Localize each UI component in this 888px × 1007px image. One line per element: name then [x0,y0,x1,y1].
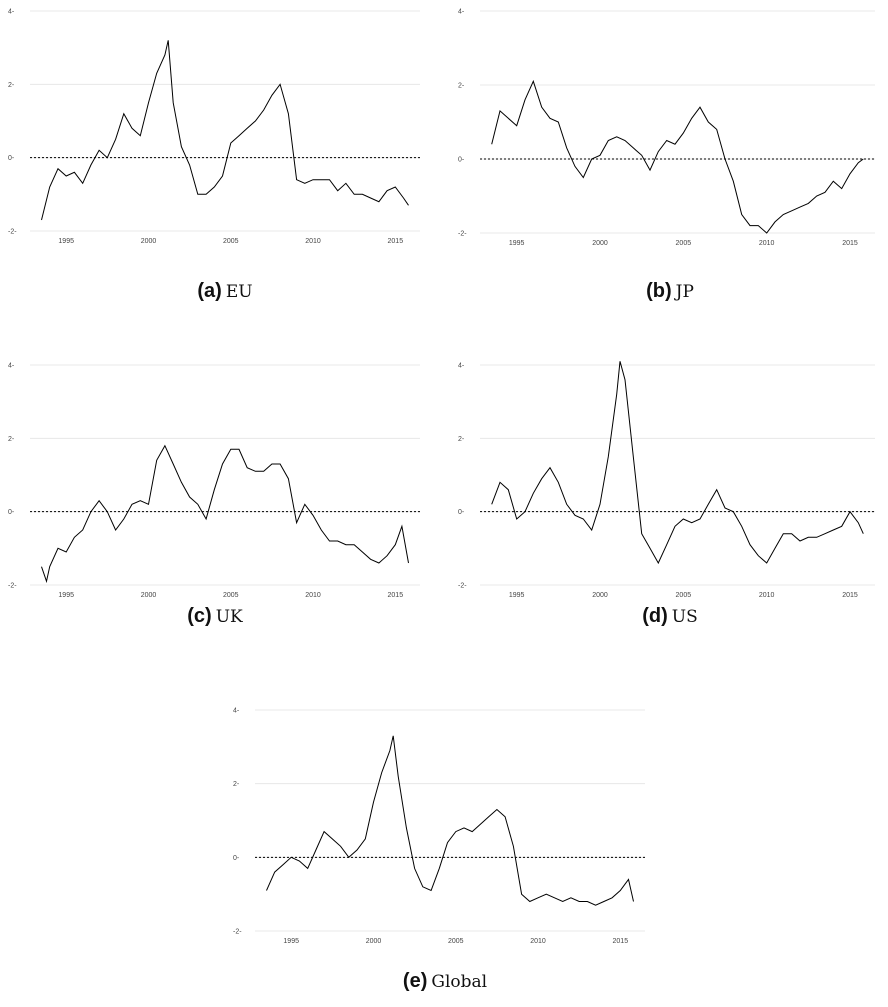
x-tick-label: 1995 [58,238,74,245]
caption-name: UK [215,607,243,627]
panel-eu: 4- 2- 0- -2- 1995 2000 2005 2010 2015 (a) EU [0,0,430,310]
series-line [266,735,634,906]
x-tick-label: 2010 [530,938,546,945]
y-tick-label: 0- [8,155,15,162]
panel-global: 4- 2- 0- -2- 1995 2000 2005 2010 2015 (e) Global [225,700,655,1007]
x-tick-label: 2000 [141,238,157,245]
x-tick-label: 2000 [592,240,608,247]
y-tick-label: 0- [8,509,15,516]
x-tick-label: 2015 [613,938,629,945]
x-tick-label: 2005 [223,238,239,245]
x-tick-label: 2015 [842,240,858,247]
x-tick-label: 1995 [283,938,299,945]
x-tick-label: 1995 [509,592,525,599]
y-tick-label: 2- [458,436,465,443]
y-tick-label: 4- [8,363,15,370]
y-tick-label: -2- [458,231,467,238]
y-tick-label: 4- [458,9,465,16]
x-tick-label: 2015 [388,592,404,599]
y-tick-label: 2- [8,82,15,89]
chart-us: 4- 2- 0- -2- 1995 2000 2005 2010 2015 [458,361,875,599]
y-tick-label: 0- [458,157,465,164]
caption-global: (e) Global [225,970,665,993]
x-tick-label: 2010 [759,592,775,599]
y-tick-label: 2- [458,83,465,90]
x-tick-label: 2010 [305,238,321,245]
y-tick-label: 4- [233,708,240,715]
caption-us: (d) US [450,605,888,628]
chart-eu: 4- 2- 0- -2- 1995 2000 2005 2010 2015 [8,9,420,245]
caption-uk: (c) UK [0,605,430,628]
chart-uk: 4- 2- 0- -2- 1995 2000 2005 2010 2015 [8,363,420,599]
caption-letter: (c) [187,605,212,627]
y-tick-label: -2- [8,229,17,236]
series-line [491,361,864,565]
y-tick-label: 4- [458,363,465,370]
caption-name: EU [225,282,253,302]
x-tick-label: 2000 [366,938,382,945]
y-tick-label: 0- [233,855,240,862]
series-line [41,444,409,584]
chart-global: 4- 2- 0- -2- 1995 2000 2005 2010 2015 [233,708,645,945]
panel-us: 4- 2- 0- -2- 1995 2000 2005 2010 2015 (d) US [450,355,880,665]
panel-uk: 4- 2- 0- -2- 1995 2000 2005 2010 2015 (c) UK [0,355,430,665]
caption-letter: (e) [402,970,428,992]
caption-letter: (d) [642,605,668,627]
caption-name: US [671,607,698,627]
y-tick-label: -2- [458,583,467,590]
caption-letter: (a) [197,280,222,302]
x-tick-label: 2005 [223,592,239,599]
series-line [491,79,864,234]
series-line [41,40,409,221]
panel-jp: 4- 2- 0- -2- 1995 2000 2005 2010 2015 (b) JP [450,0,880,310]
y-tick-label: 4- [8,9,15,16]
x-tick-label: 2005 [448,938,464,945]
x-tick-label: 2000 [592,592,608,599]
caption-letter: (b) [646,280,672,302]
x-tick-label: 1995 [509,240,525,247]
y-tick-label: 0- [458,509,465,516]
x-tick-label: 2005 [676,592,692,599]
x-tick-label: 2000 [141,592,157,599]
x-tick-label: 2005 [676,240,692,247]
y-tick-label: -2- [233,929,242,936]
x-tick-label: 2010 [305,592,321,599]
chart-jp: 4- 2- 0- -2- 1995 2000 2005 2010 2015 [458,9,875,247]
caption-name: Global [431,972,488,992]
x-tick-label: 2015 [842,592,858,599]
caption-jp: (b) JP [450,280,888,303]
x-tick-label: 2015 [388,238,404,245]
x-tick-label: 1995 [58,592,74,599]
y-tick-label: -2- [8,583,17,590]
caption-eu: (a) EU [0,280,450,303]
x-tick-label: 2010 [759,240,775,247]
y-tick-label: 2- [233,781,240,788]
y-tick-label: 2- [8,436,15,443]
caption-name: JP [675,282,694,302]
